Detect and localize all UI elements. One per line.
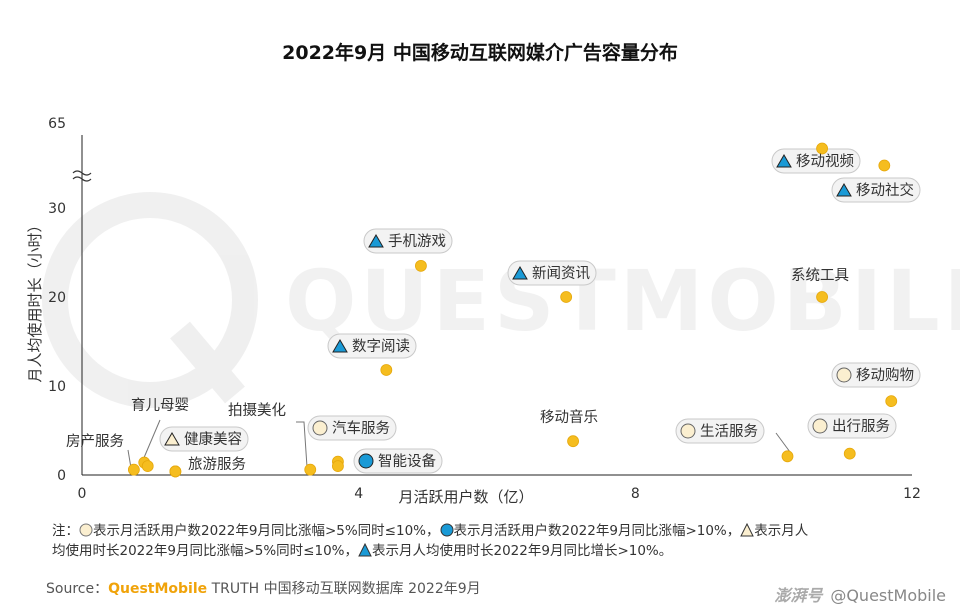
label-pill xyxy=(507,260,597,286)
y-tick-label: 20 xyxy=(48,290,66,306)
data-point xyxy=(127,463,140,476)
point-label: 汽车服务 xyxy=(332,420,390,437)
label-pill xyxy=(831,177,921,203)
data-point xyxy=(304,463,317,476)
blue-triangle-icon xyxy=(836,183,852,197)
data-points xyxy=(127,142,898,478)
footnote-line-2: 均使用时长2022年9月同比涨幅>5%同时≤10%， 表示月人均使用时长2022年… xyxy=(52,541,672,563)
blue-triangle-icon xyxy=(776,154,792,168)
point-label: 健康美容 xyxy=(184,431,242,448)
platform-logo: 澎湃号 xyxy=(774,586,823,605)
leader-shenghuo xyxy=(775,432,791,453)
point-label: 育儿母婴 xyxy=(131,397,189,414)
footnote-cream-circle: 表示月活跃用户数2022年9月同比涨幅>5%同时≤10%， xyxy=(93,523,440,539)
cream-circle-icon xyxy=(312,420,328,436)
data-point xyxy=(878,159,891,172)
data-point xyxy=(169,465,182,478)
y-tick-label: 0 xyxy=(57,468,66,484)
y-tick-label: 30 xyxy=(48,201,66,217)
label-pill xyxy=(831,362,921,388)
cream-circle-icon xyxy=(836,367,852,383)
y-axis-break xyxy=(72,170,92,182)
x-tick-label: 0 xyxy=(78,486,87,502)
label-pill xyxy=(353,448,443,474)
source-prefix: Source： xyxy=(46,581,109,597)
label-pill xyxy=(807,413,897,439)
data-point xyxy=(560,291,573,303)
point-label: 移动社交 xyxy=(856,181,914,199)
source-line: Source：QuestMobile TRUTH 中国移动互联网数据库 2022… xyxy=(46,578,481,598)
y-tick-label: 10 xyxy=(48,379,66,395)
point-label: 数字阅读 xyxy=(352,338,410,355)
point-label: 旅游服务 xyxy=(188,456,246,473)
label-pill xyxy=(675,418,765,444)
data-point xyxy=(141,460,154,473)
blue-triangle-icon xyxy=(512,266,528,280)
chart-title: 2022年9月 中国移动互联网媒介广告容量分布 xyxy=(282,42,678,64)
point-label: 房产服务 xyxy=(66,433,124,450)
point-label: 拍摄美化 xyxy=(228,402,286,419)
source-text: TRUTH 中国移动互联网数据库 2022年9月 xyxy=(207,581,481,597)
cream-circle-icon xyxy=(812,418,828,434)
footnote-blue-circle: 表示月活跃用户数2022年9月同比涨幅>10%， xyxy=(453,523,741,539)
label-pill xyxy=(327,333,417,359)
footnote-outline-triangle: 表示月人 xyxy=(754,523,809,539)
point-label: 智能设备 xyxy=(378,453,436,470)
data-point xyxy=(816,142,828,155)
point-label: 生活服务 xyxy=(700,423,758,440)
label-pill xyxy=(159,426,249,452)
credit-author: @QuestMobile xyxy=(830,586,946,605)
x-ticks: 0 4 8 12 xyxy=(78,486,921,502)
blue-triangle-icon xyxy=(332,339,348,353)
point-label: 手机游戏 xyxy=(388,233,446,250)
footnote-blue-triangle: 表示月人均使用时长2022年9月同比增长>10%。 xyxy=(372,543,673,559)
y-ticks: 0 10 20 30 65 xyxy=(48,116,66,484)
data-point xyxy=(415,259,427,272)
cream-circle-icon xyxy=(79,523,93,543)
label-pill xyxy=(307,415,397,441)
blue-triangle-icon xyxy=(358,542,372,563)
x-axis-label: 月活跃用户数（亿） xyxy=(398,488,533,506)
point-label: 移动视频 xyxy=(796,153,854,170)
blue-triangle-icon xyxy=(368,234,384,248)
label-pill xyxy=(363,228,453,254)
leader-yuer xyxy=(142,419,161,461)
credit: 澎湃号 @QuestMobile xyxy=(774,582,946,606)
source-brand: QuestMobile xyxy=(108,581,208,597)
data-point xyxy=(885,395,898,408)
footnote-line-1: 注： 表示月活跃用户数2022年9月同比涨幅>5%同时≤10%， 表示月活跃用户数2… xyxy=(52,521,808,543)
point-label: 移动音乐 xyxy=(540,409,598,426)
leader-paishe xyxy=(296,421,308,468)
data-point xyxy=(332,460,344,473)
y-axis-label: 月人均使用时长（小时） xyxy=(26,217,44,382)
data-point xyxy=(567,435,579,448)
x-tick-label: 4 xyxy=(354,486,363,502)
label-pills xyxy=(159,148,921,474)
cream-circle-icon xyxy=(680,423,696,439)
label-pill xyxy=(771,148,861,174)
y-tick-label: 65 xyxy=(48,116,66,132)
outline-triangle-icon xyxy=(164,432,180,446)
outline-triangle-icon xyxy=(740,522,755,543)
point-label: 新闻资讯 xyxy=(532,265,590,282)
data-point xyxy=(816,291,828,303)
data-point xyxy=(843,447,856,460)
point-label: 移动购物 xyxy=(856,367,914,384)
data-point xyxy=(380,364,393,376)
footnote-outline-triangle-cont: 均使用时长2022年9月同比涨幅>5%同时≤10%， xyxy=(52,543,358,559)
point-label: 出行服务 xyxy=(832,418,890,435)
blue-circle-icon xyxy=(440,523,454,543)
point-label: 系统工具 xyxy=(791,267,849,284)
data-point xyxy=(781,450,794,463)
footnote-prefix: 注： xyxy=(52,523,79,539)
x-tick-label: 8 xyxy=(631,486,640,502)
blue-circle-icon xyxy=(358,453,374,469)
x-tick-label: 12 xyxy=(903,486,921,502)
